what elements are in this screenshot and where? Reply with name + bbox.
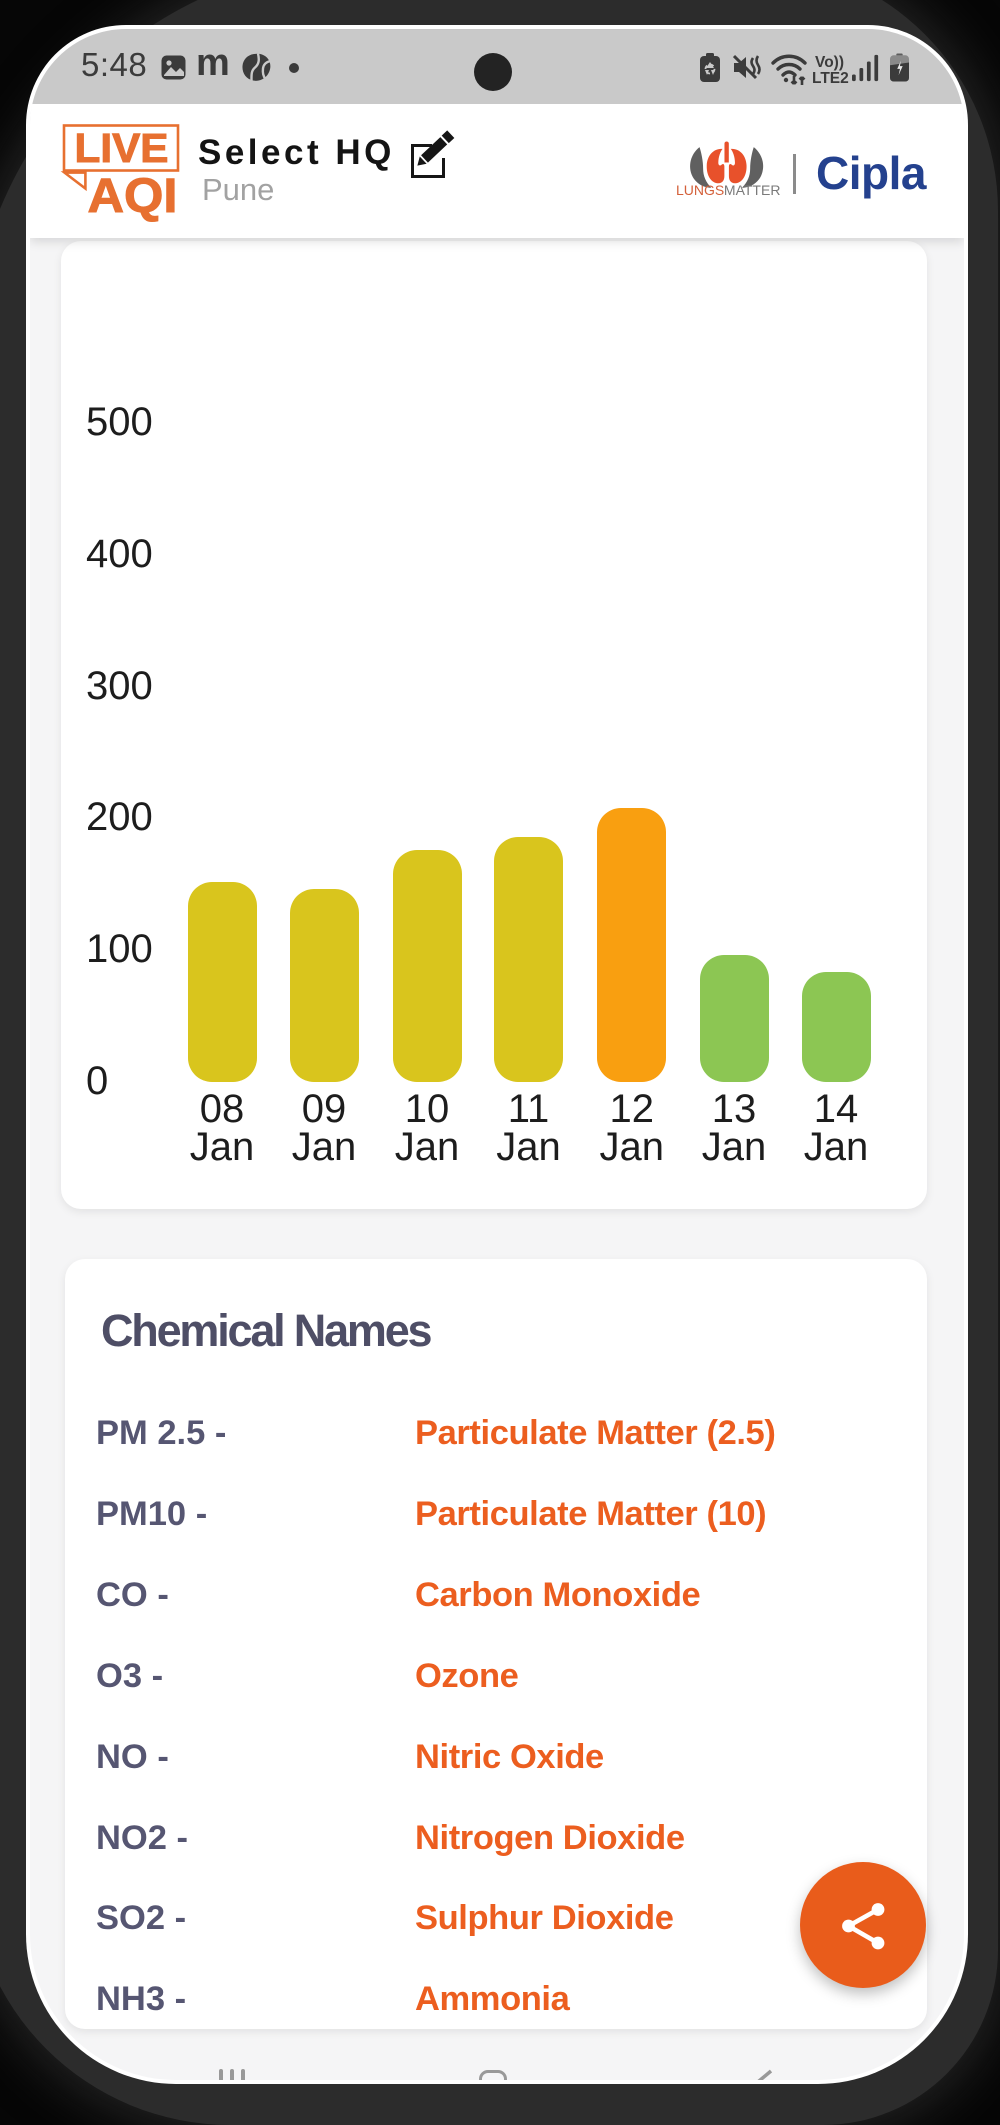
svg-text:AQI: AQI [88, 170, 178, 222]
svg-text:MATTER: MATTER [724, 182, 780, 196]
svg-text:LIVE: LIVE [75, 125, 169, 171]
svg-text:LUNGS: LUNGS [676, 182, 724, 196]
